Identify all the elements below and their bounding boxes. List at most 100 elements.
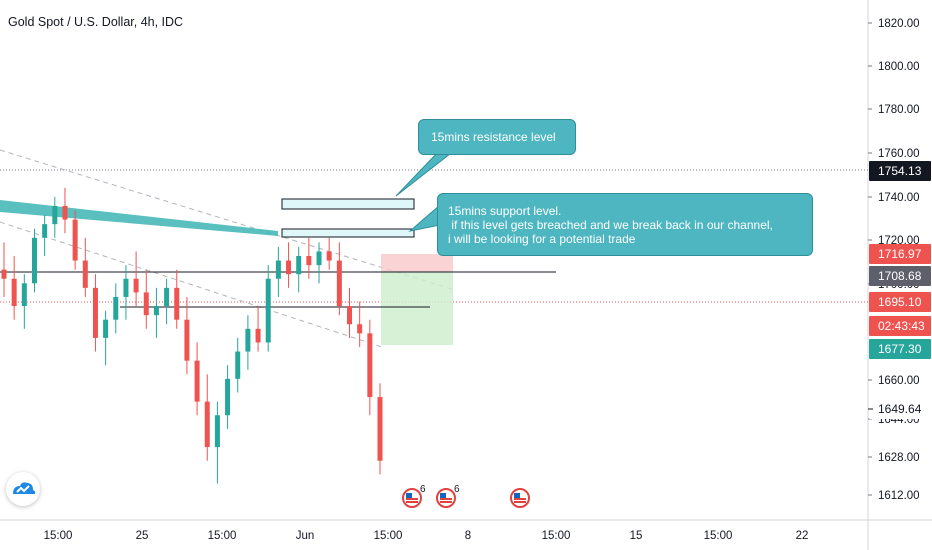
price-tag-countdown: 02:43:43 [869, 316, 931, 336]
candle [62, 187, 68, 234]
candle-body [194, 360, 200, 402]
candle-body [1, 269, 7, 279]
candle-body [143, 292, 149, 316]
candle [245, 315, 251, 370]
tradingview-logo-icon[interactable] [6, 472, 40, 506]
candle [336, 242, 342, 316]
candle [82, 237, 88, 297]
price-tag-label: 1716.97 [878, 247, 922, 261]
price-tag-bg [869, 316, 931, 336]
candle [123, 265, 129, 320]
candle-body [275, 260, 281, 279]
candle-body [377, 397, 383, 461]
candle-body [153, 306, 159, 316]
candle [316, 242, 322, 284]
candle [52, 196, 58, 238]
y-tick-label: 1740.00 [878, 192, 920, 204]
candle [357, 301, 363, 347]
support-callout-line-1: 15mins support level. [448, 204, 562, 218]
candle-body [92, 287, 98, 338]
x-tick-label: 15:00 [44, 530, 73, 542]
candle-body [367, 333, 373, 398]
price-tag-take-profit: 1677.30 [869, 339, 931, 359]
take-profit-zone [381, 272, 453, 345]
candle [92, 274, 98, 352]
price-tag-bg [869, 339, 931, 359]
candle [143, 269, 149, 329]
candle-body [103, 319, 109, 338]
event-count: 6 [420, 484, 426, 495]
candle [275, 246, 281, 297]
candle-body [11, 278, 17, 307]
candle-body [326, 251, 332, 261]
candle-body [296, 256, 302, 275]
price-tag-bg [869, 244, 931, 264]
y-tick-label: 1820.00 [878, 18, 920, 30]
candle-body [62, 205, 68, 220]
price-tag-bg [869, 161, 931, 181]
price-tag-entry: 1708.68 [869, 266, 931, 286]
price-tag-bg [869, 399, 931, 419]
us-economic-event-icon[interactable] [510, 488, 530, 508]
x-tick-label: 8 [465, 530, 471, 542]
x-tick-label: 15 [630, 530, 643, 542]
candle [1, 242, 7, 297]
candle-body [204, 401, 210, 448]
candle [367, 319, 373, 416]
candle-body [316, 251, 322, 266]
candle-body [214, 415, 220, 448]
candle [214, 401, 220, 484]
candle-body [336, 260, 342, 307]
channel-upper-line [0, 149, 456, 291]
symbol-title: Gold Spot / U.S. Dollar, 4h, IDC [8, 15, 184, 29]
candle-body [225, 378, 231, 416]
stop-loss-zone [381, 254, 453, 272]
y-tick-label: 1780.00 [878, 104, 920, 116]
price-tag-bg [869, 292, 931, 312]
candle-body [245, 328, 251, 352]
candle [164, 278, 170, 325]
candle [72, 210, 78, 270]
resistance-zone [281, 198, 415, 210]
candle-body [265, 278, 271, 343]
x-tick-label: 15:00 [704, 530, 733, 542]
candle-body [133, 278, 139, 293]
price-tag-label: 1677.30 [878, 342, 922, 356]
x-tick-label: 15:00 [208, 530, 237, 542]
candle [204, 374, 210, 461]
candle-body [82, 260, 88, 288]
candle-body [306, 256, 312, 266]
candle [133, 251, 139, 307]
support-callout-line-2: if this level gets breached and we break… [448, 218, 773, 232]
x-tick-label: 22 [796, 530, 809, 542]
x-tick-label: 15:00 [542, 530, 571, 542]
candle [31, 228, 37, 293]
candle [255, 306, 261, 352]
candle [347, 287, 353, 338]
us-economic-event-icon[interactable] [402, 488, 422, 508]
price-tag-current-price-line: 1754.13 [869, 161, 931, 181]
resistance-callout[interactable]: 15mins resistance level [418, 119, 576, 155]
price-tag-label: 1754.13 [878, 164, 922, 178]
x-tick-label: 25 [136, 530, 149, 542]
y-tick-label: 1612.00 [878, 490, 920, 502]
candle [296, 246, 302, 293]
x-tick-label: Jun [296, 530, 315, 542]
support-callout[interactable]: 15mins support level. if this level gets… [437, 193, 813, 256]
y-tick-label: 1760.00 [878, 148, 920, 160]
candle [21, 274, 27, 329]
candle-body [286, 260, 292, 275]
price-tag-label: 02:43:43 [878, 319, 925, 333]
candle-body [174, 287, 180, 320]
candle-body [164, 287, 170, 307]
us-economic-event-icon[interactable] [436, 488, 456, 508]
support-callout-line-3: i will be looking for a potential trade [448, 232, 636, 246]
price-tag-bg [869, 266, 931, 286]
support-zone [281, 228, 415, 238]
candle-body [347, 306, 353, 325]
candle-body [21, 283, 27, 307]
price-tag-label: 1649.64 [878, 402, 922, 416]
candle-body [123, 278, 129, 297]
price-tag-stop-loss: 1716.97 [869, 244, 931, 264]
